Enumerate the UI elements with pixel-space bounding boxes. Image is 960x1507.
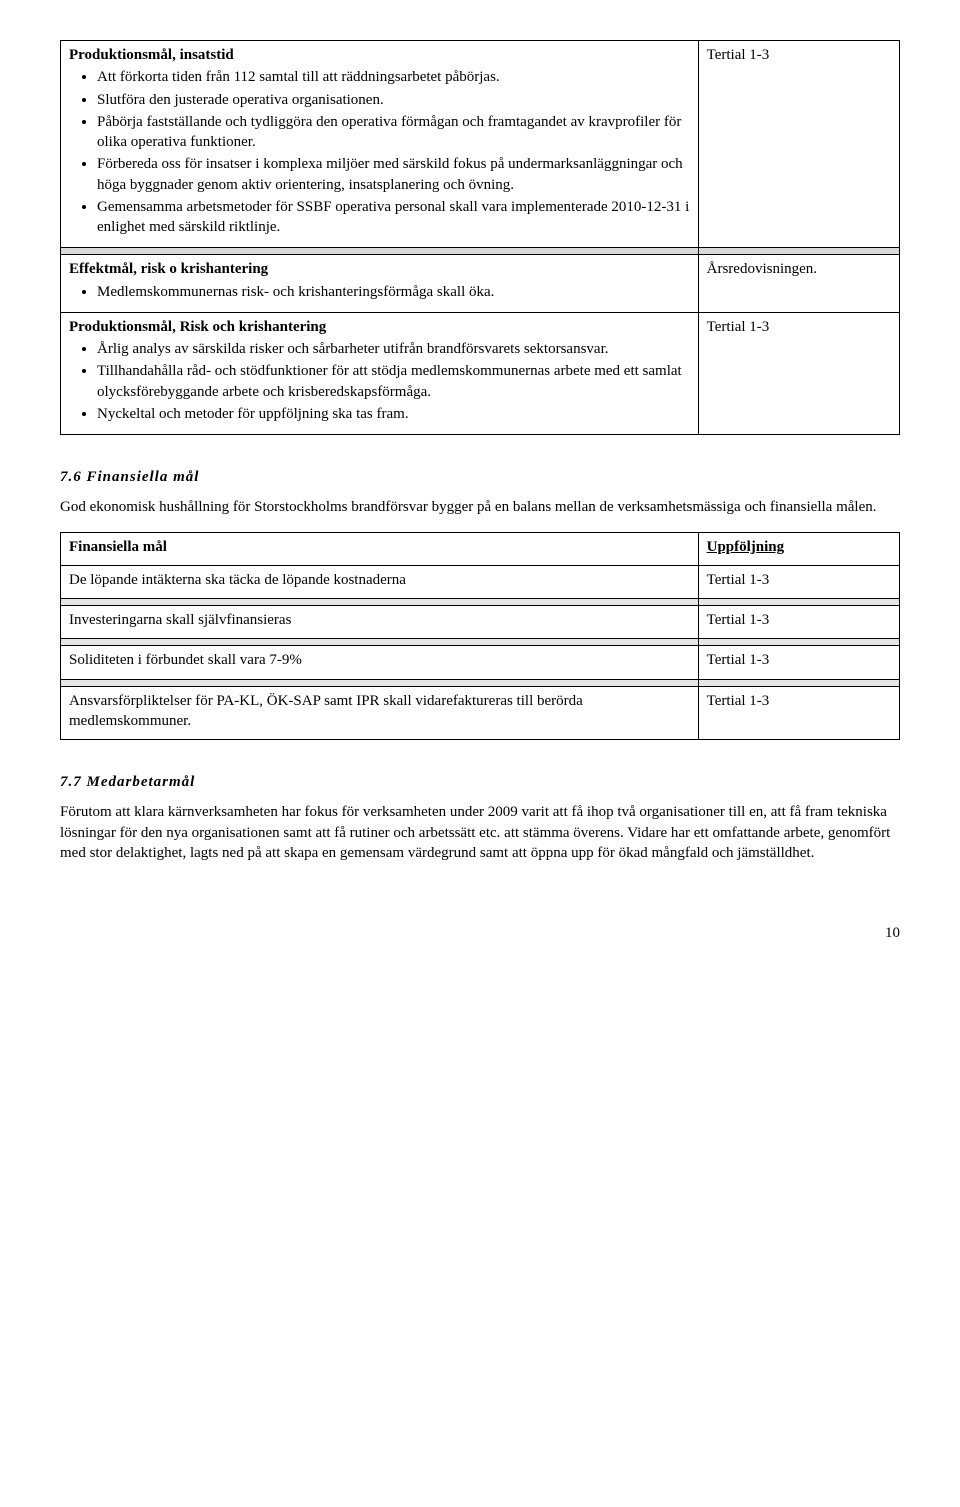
cell-effektmal-right: Årsredovisningen. xyxy=(698,255,899,313)
financial-goals-table: Finansiella mål Uppföljning De löpande i… xyxy=(60,532,900,741)
bullets-effektmal: Medlemskommunernas risk- och krishanteri… xyxy=(69,282,690,302)
bullet-item: Nyckeltal och metoder för uppföljning sk… xyxy=(97,404,690,424)
row-produktionsmal-risk: Produktionsmål, Risk och krishantering Å… xyxy=(61,312,900,434)
heading-7-6: 7.6 Finansiella mål xyxy=(60,467,900,487)
financial-cell-right: Tertial 1-3 xyxy=(698,646,899,679)
heading-effektmal: Effektmål, risk o krishantering xyxy=(69,261,268,277)
heading-insatstid: Produktionsmål, insatstid xyxy=(69,47,234,63)
page-number: 10 xyxy=(60,923,900,943)
financial-cell-left: Soliditeten i förbundet skall vara 7-9% xyxy=(61,646,699,679)
bullets-insatstid: Att förkorta tiden från 112 samtal till … xyxy=(69,67,690,237)
spacer-row xyxy=(61,679,900,686)
cell-risk-left: Produktionsmål, Risk och krishantering Å… xyxy=(61,312,699,434)
cell-risk-right: Tertial 1-3 xyxy=(698,312,899,434)
row-insatstid: Produktionsmål, insatstid Att förkorta t… xyxy=(61,41,900,248)
row-effektmal: Effektmål, risk o krishantering Medlemsk… xyxy=(61,255,900,313)
cell-insatstid-left: Produktionsmål, insatstid Att förkorta t… xyxy=(61,41,699,248)
financial-header-left: Finansiella mål xyxy=(61,532,699,565)
bullet-item: Årlig analys av särskilda risker och sår… xyxy=(97,339,690,359)
bullet-item: Tillhandahålla råd- och stödfunktioner f… xyxy=(97,361,690,402)
financial-cell-left: De löpande intäkterna ska täcka de löpan… xyxy=(61,565,699,598)
financial-row: Ansvarsförpliktelser för PA-KL, ÖK-SAP s… xyxy=(61,686,900,740)
bullet-item: Förbereda oss för insatser i komplexa mi… xyxy=(97,154,690,195)
financial-row: De löpande intäkterna ska täcka de löpan… xyxy=(61,565,900,598)
financial-cell-left: Investeringarna skall självfinansieras xyxy=(61,606,699,639)
financial-row: Soliditeten i förbundet skall vara 7-9% … xyxy=(61,646,900,679)
financial-header-row: Finansiella mål Uppföljning xyxy=(61,532,900,565)
cell-effektmal-left: Effektmål, risk o krishantering Medlemsk… xyxy=(61,255,699,313)
heading-7-7: 7.7 Medarbetarmål xyxy=(60,772,900,792)
financial-row: Investeringarna skall självfinansieras T… xyxy=(61,606,900,639)
heading-risk: Produktionsmål, Risk och krishantering xyxy=(69,319,326,335)
bullet-item: Påbörja fastställande och tydliggöra den… xyxy=(97,112,690,153)
spacer-row xyxy=(61,639,900,646)
financial-cell-right: Tertial 1-3 xyxy=(698,686,899,740)
financial-header-right: Uppföljning xyxy=(698,532,899,565)
spacer-row xyxy=(61,248,900,255)
cell-insatstid-right: Tertial 1-3 xyxy=(698,41,899,248)
financial-cell-right: Tertial 1-3 xyxy=(698,565,899,598)
financial-cell-left: Ansvarsförpliktelser för PA-KL, ÖK-SAP s… xyxy=(61,686,699,740)
para-7-7: Förutom att klara kärnverksamheten har f… xyxy=(60,802,900,863)
para-7-6: God ekonomisk hushållning för Storstockh… xyxy=(60,497,900,517)
bullets-risk: Årlig analys av särskilda risker och sår… xyxy=(69,339,690,424)
spacer-row xyxy=(61,599,900,606)
bullet-item: Att förkorta tiden från 112 samtal till … xyxy=(97,67,690,87)
bullet-item: Gemensamma arbetsmetoder för SSBF operat… xyxy=(97,197,690,238)
goals-table-1: Produktionsmål, insatstid Att förkorta t… xyxy=(60,40,900,435)
bullet-item: Medlemskommunernas risk- och krishanteri… xyxy=(97,282,690,302)
financial-cell-right: Tertial 1-3 xyxy=(698,606,899,639)
bullet-item: Slutföra den justerade operativa organis… xyxy=(97,90,690,110)
